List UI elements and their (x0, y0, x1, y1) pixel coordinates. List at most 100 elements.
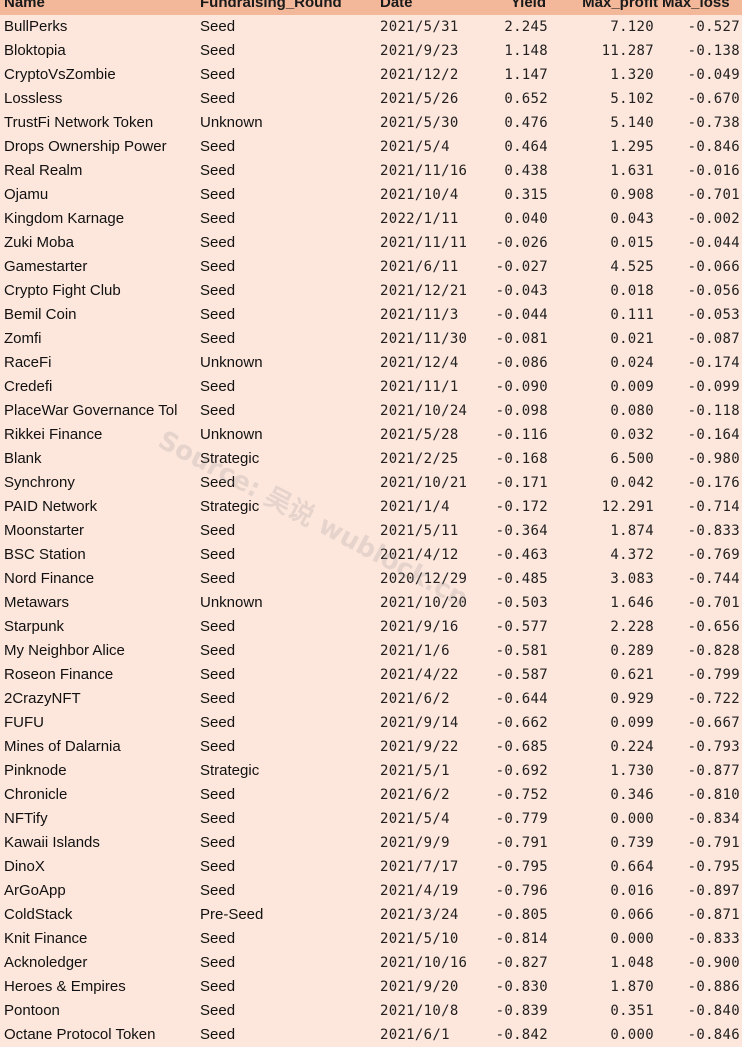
cell-max-profit: 1.870 (610, 979, 654, 995)
table-row: ArGoApp Seed 2021/4/19 -0.796 0.016 -0.897 (0, 879, 742, 903)
table-row: Real Realm Seed 2021/11/16 0.438 1.631 -0.016 (0, 159, 742, 183)
cell-max-profit: 0.000 (610, 931, 654, 947)
cell-max-profit: 0.929 (610, 691, 654, 707)
cell-max-profit: 0.224 (610, 739, 654, 755)
cell-name: Real Realm (4, 162, 83, 179)
table-row: CryptoVsZombie Seed 2021/12/2 1.147 1.320 -0.… (0, 63, 742, 87)
cell-fundraising-round: Pre-Seed (200, 906, 264, 923)
cell-date: 2021/12/2 (380, 67, 459, 83)
cell-max-loss: -0.118 (687, 403, 740, 419)
table-row: Bloktopia Seed 2021/9/23 1.148 11.287 -0.138 (0, 39, 742, 63)
cell-date: 2021/10/4 (380, 187, 459, 203)
cell-fundraising-round: Unknown (200, 354, 263, 371)
table-row: Gamestarter Seed 2021/6/11 -0.027 4.525 -0.06… (0, 255, 742, 279)
cell-name: Heroes & Empires (4, 978, 126, 995)
cell-fundraising-round: Seed (200, 666, 236, 683)
cell-max-profit: 0.908 (610, 187, 654, 203)
cell-yield: 1.148 (504, 43, 548, 59)
cell-max-loss: -0.744 (687, 571, 740, 587)
cell-date: 2021/11/16 (380, 163, 468, 179)
table-row: Rikkei Finance Unknown 2021/5/28 -0.116 0.03… (0, 423, 742, 447)
table-row: Metawars Unknown 2021/10/20 -0.503 1.646 -0.7… (0, 591, 742, 615)
cell-date: 2021/10/24 (380, 403, 468, 419)
cell-max-loss: -0.053 (687, 307, 740, 323)
cell-max-profit: 0.009 (610, 379, 654, 395)
cell-fundraising-round: Seed (200, 138, 236, 155)
cell-name: Acknoledger (4, 954, 88, 971)
cell-name: Credefi (4, 378, 53, 395)
cell-fundraising-round: Seed (200, 282, 236, 299)
cell-max-profit: 0.016 (610, 883, 654, 899)
table-row: Synchrony Seed 2021/10/21 -0.171 0.042 -0.176 (0, 471, 742, 495)
cell-max-loss: -0.828 (687, 643, 740, 659)
cell-date: 2021/1/4 (380, 499, 450, 515)
cell-fundraising-round: Seed (200, 954, 236, 971)
cell-fundraising-round: Seed (200, 738, 236, 755)
cell-fundraising-round: Seed (200, 330, 236, 347)
cell-date: 2021/12/21 (380, 283, 468, 299)
cell-max-loss: -0.527 (687, 19, 740, 35)
cell-max-loss: -0.877 (687, 763, 740, 779)
cell-max-profit: 0.346 (610, 787, 654, 803)
cell-name: Gamestarter (4, 258, 88, 275)
cell-max-profit: 12.291 (601, 499, 654, 515)
table-body: BullPerks Seed 2021/5/31 2.245 7.120 -0.527 Bl… (0, 15, 742, 1047)
cell-max-loss: -0.701 (687, 187, 740, 203)
cell-max-profit: 0.351 (610, 1003, 654, 1019)
cell-date: 2021/10/16 (380, 955, 468, 971)
cell-date: 2021/9/16 (380, 619, 459, 635)
cell-fundraising-round: Unknown (200, 114, 263, 131)
cell-yield: -0.168 (495, 451, 548, 467)
cell-max-loss: -0.871 (687, 907, 740, 923)
cell-name: DinoX (4, 858, 45, 875)
cell-date: 2021/9/20 (380, 979, 459, 995)
cell-name: Mines of Dalarnia (4, 738, 121, 755)
table-row: DinoX Seed 2021/7/17 -0.795 0.664 -0.795 (0, 855, 742, 879)
cell-yield: -0.692 (495, 763, 548, 779)
cell-name: Knit Finance (4, 930, 88, 947)
cell-max-loss: -0.791 (687, 835, 740, 851)
table-row: Octane Protocol Token Seed 2021/6/1 -0.842 0… (0, 1023, 742, 1047)
cell-max-profit: 0.032 (610, 427, 654, 443)
cell-yield: -0.791 (495, 835, 548, 851)
table-row: PlaceWar Governance Tol Seed 2021/10/24 -0.… (0, 399, 742, 423)
cell-max-loss: -0.049 (687, 67, 740, 83)
table-row: Roseon Finance Seed 2021/4/22 -0.587 0.621 -0… (0, 663, 742, 687)
header-max-loss: Max_loss (662, 0, 730, 11)
cell-name: Bemil Coin (4, 306, 77, 323)
cell-yield: -0.044 (495, 307, 548, 323)
cell-name: Zomfi (4, 330, 42, 347)
cell-name: Drops Ownership Power (4, 138, 167, 155)
cell-yield: -0.795 (495, 859, 548, 875)
header-fundraising-round: Fundraising_Round (200, 0, 342, 11)
cell-name: Nord Finance (4, 570, 95, 587)
table-row: RaceFi Unknown 2021/12/4 -0.086 0.024 -0.174 (0, 351, 742, 375)
cell-max-loss: -0.846 (687, 1027, 740, 1043)
cell-name: PAID Network (4, 498, 98, 515)
cell-name: Octane Protocol Token (4, 1026, 156, 1043)
cell-fundraising-round: Seed (200, 714, 236, 731)
cell-fundraising-round: Seed (200, 258, 236, 275)
cell-yield: -0.081 (495, 331, 548, 347)
cell-date: 2021/12/4 (380, 355, 459, 371)
cell-yield: 0.652 (504, 91, 548, 107)
cell-max-profit: 0.289 (610, 643, 654, 659)
cell-max-loss: -0.810 (687, 787, 740, 803)
cell-date: 2021/6/11 (380, 259, 459, 275)
cell-yield: -0.830 (495, 979, 548, 995)
cell-max-loss: -0.044 (687, 235, 740, 251)
cell-date: 2021/10/8 (380, 1003, 459, 1019)
cell-name: Synchrony (4, 474, 75, 491)
cell-max-loss: -0.667 (687, 715, 740, 731)
cell-max-profit: 0.000 (610, 1027, 654, 1043)
table-row: Acknoledger Seed 2021/10/16 -0.827 1.048 -0.9… (0, 951, 742, 975)
cell-name: Zuki Moba (4, 234, 75, 251)
cell-yield: -0.026 (495, 235, 548, 251)
cell-yield: 0.315 (504, 187, 548, 203)
cell-max-loss: -0.138 (687, 43, 740, 59)
cell-name: Ojamu (4, 186, 49, 203)
cell-yield: -0.171 (495, 475, 548, 491)
cell-date: 2021/3/24 (380, 907, 459, 923)
table-row: Ojamu Seed 2021/10/4 0.315 0.908 -0.701 (0, 183, 742, 207)
